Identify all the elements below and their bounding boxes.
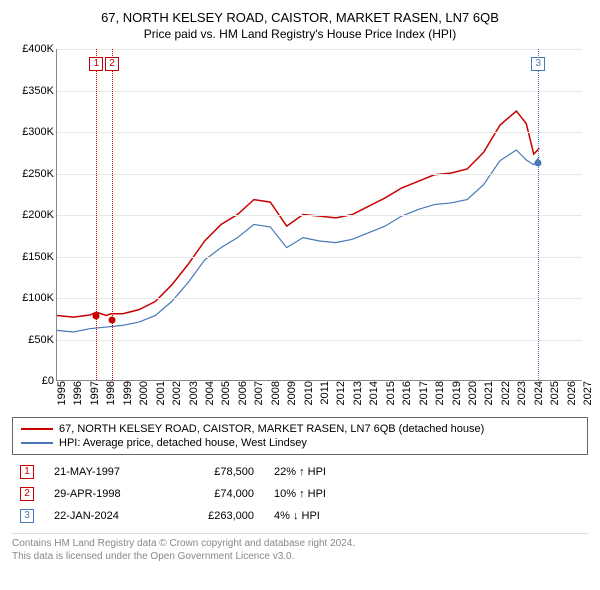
x-tick-label: 2009 — [286, 381, 298, 405]
x-tick-label: 2001 — [155, 381, 167, 405]
x-tick-label: 2006 — [237, 381, 249, 405]
legend-swatch — [21, 442, 53, 444]
y-tick-label: £0 — [42, 375, 54, 387]
x-tick-label: 1996 — [72, 381, 84, 405]
y-tick-label: £250K — [22, 168, 54, 180]
x-tick-label: 2025 — [549, 381, 561, 405]
x-tick-label: 2002 — [171, 381, 183, 405]
footnote-line1: Contains HM Land Registry data © Crown c… — [12, 537, 588, 550]
event-marker-line — [96, 49, 97, 380]
event-date: 29-APR-1998 — [54, 488, 154, 500]
event-price: £263,000 — [174, 510, 254, 522]
footnote: Contains HM Land Registry data © Crown c… — [12, 533, 588, 563]
x-tick-label: 2008 — [270, 381, 282, 405]
event-date: 22-JAN-2024 — [54, 510, 154, 522]
legend-label: HPI: Average price, detached house, West… — [59, 437, 307, 449]
x-tick-label: 1999 — [122, 381, 134, 405]
event-id-box: 2 — [20, 487, 34, 501]
x-tick-label: 2019 — [451, 381, 463, 405]
x-tick-label: 2026 — [566, 381, 578, 405]
event-marker-point — [93, 312, 100, 319]
y-tick-label: £300K — [22, 126, 54, 138]
x-tick-label: 1997 — [89, 381, 101, 405]
event-marker-box: 3 — [531, 57, 545, 71]
x-tick-label: 2011 — [319, 381, 331, 405]
x-tick-label: 2013 — [352, 381, 364, 405]
x-tick-label: 2022 — [500, 381, 512, 405]
events-table: 1 21-MAY-1997 £78,500 22% ↑ HPI 2 29-APR-1998… — [12, 461, 588, 527]
x-tick-label: 2021 — [483, 381, 495, 405]
chart-area: £0£50K£100K£150K£200K£250K£300K£350K£400… — [12, 49, 588, 409]
event-marker-box: 2 — [105, 57, 119, 71]
event-marker-line — [538, 49, 539, 380]
legend: 67, NORTH KELSEY ROAD, CAISTOR, MARKET R… — [12, 417, 588, 455]
y-tick-label: £100K — [22, 292, 54, 304]
x-tick-label: 1998 — [105, 381, 117, 405]
x-axis: 1995 1996 1997 1998 1999 2000 2001 2002 2003 2004… — [56, 381, 582, 409]
event-marker-point — [535, 159, 542, 166]
x-tick-label: 2023 — [516, 381, 528, 405]
x-tick-label: 2005 — [220, 381, 232, 405]
event-price: £74,000 — [174, 488, 254, 500]
y-axis: £0£50K£100K£150K£200K£250K£300K£350K£400… — [12, 49, 56, 381]
legend-item: HPI: Average price, detached house, West… — [21, 436, 579, 450]
x-tick-label: 2015 — [385, 381, 397, 405]
x-tick-label: 2010 — [303, 381, 315, 405]
plot-region: 12 3 — [56, 49, 582, 381]
legend-swatch — [21, 428, 53, 430]
x-tick-label: 2007 — [253, 381, 265, 405]
y-tick-label: £400K — [22, 43, 54, 55]
x-tick-label: 2014 — [368, 381, 380, 405]
event-id-box: 3 — [20, 509, 34, 523]
x-tick-label: 2017 — [418, 381, 430, 405]
x-tick-label: 2003 — [188, 381, 200, 405]
event-marker-point — [108, 316, 115, 323]
event-marker-line — [112, 49, 113, 380]
y-tick-label: £350K — [22, 85, 54, 97]
y-tick-label: £150K — [22, 251, 54, 263]
x-tick-label: 2000 — [138, 381, 150, 405]
legend-label: 67, NORTH KELSEY ROAD, CAISTOR, MARKET R… — [59, 423, 484, 435]
event-marker-box: 1 — [89, 57, 103, 71]
x-tick-label: 2018 — [434, 381, 446, 405]
event-date: 21-MAY-1997 — [54, 466, 154, 478]
x-tick-label: 2027 — [582, 381, 594, 405]
x-tick-label: 2004 — [204, 381, 216, 405]
legend-item: 67, NORTH KELSEY ROAD, CAISTOR, MARKET R… — [21, 422, 579, 436]
x-tick-label: 2012 — [335, 381, 347, 405]
y-tick-label: £50K — [28, 334, 54, 346]
y-tick-label: £200K — [22, 209, 54, 221]
chart-title: 67, NORTH KELSEY ROAD, CAISTOR, MARKET R… — [12, 10, 588, 25]
footnote-line2: This data is licensed under the Open Gov… — [12, 550, 588, 563]
event-delta: 10% ↑ HPI — [274, 488, 364, 500]
event-delta: 22% ↑ HPI — [274, 466, 364, 478]
event-row: 1 21-MAY-1997 £78,500 22% ↑ HPI — [12, 461, 588, 483]
event-row: 3 22-JAN-2024 £263,000 4% ↓ HPI — [12, 505, 588, 527]
series-hpi — [57, 150, 539, 332]
event-id-box: 1 — [20, 465, 34, 479]
x-tick-label: 2016 — [401, 381, 413, 405]
chart-subtitle: Price paid vs. HM Land Registry's House … — [12, 27, 588, 41]
x-tick-label: 2020 — [467, 381, 479, 405]
event-delta: 4% ↓ HPI — [274, 510, 364, 522]
event-row: 2 29-APR-1998 £74,000 10% ↑ HPI — [12, 483, 588, 505]
x-tick-label: 1995 — [56, 381, 68, 405]
x-tick-label: 2024 — [533, 381, 545, 405]
event-price: £78,500 — [174, 466, 254, 478]
